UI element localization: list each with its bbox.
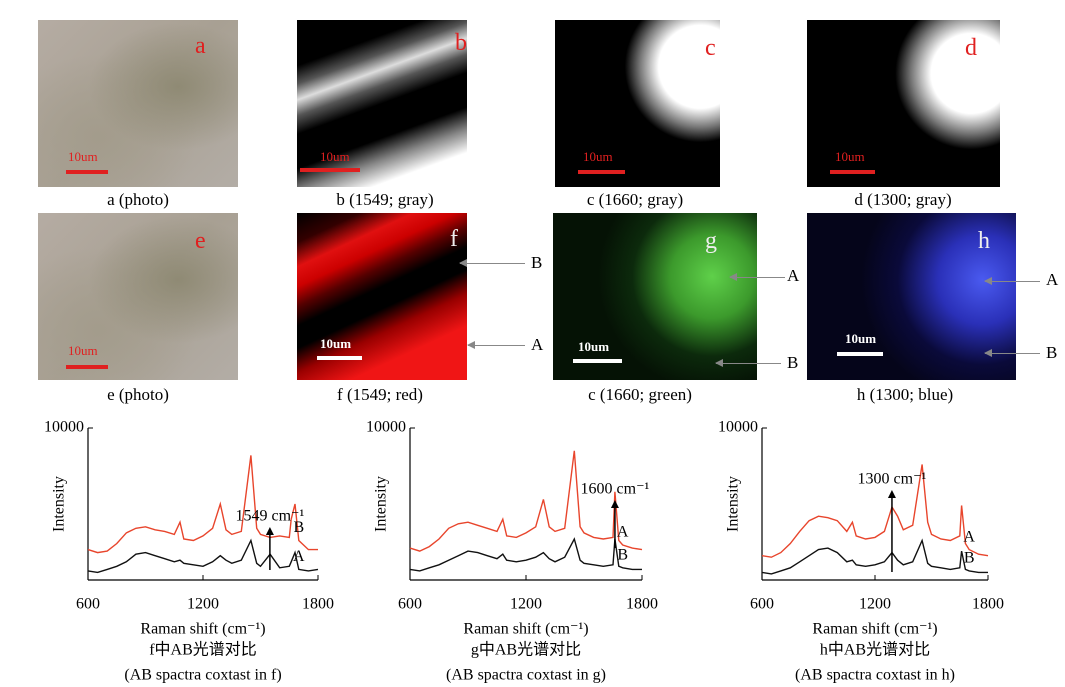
chart-caption: g中AB光谱对比 bbox=[471, 641, 581, 659]
spectra-charts: 10000 600 1200 1800 Intensity Raman shift (cm… bbox=[0, 0, 1065, 687]
x-tick-label: 1200 bbox=[510, 596, 542, 613]
x-axis-label: Raman shift (cm⁻¹) bbox=[463, 621, 588, 638]
annotation: 1600 cm⁻¹ bbox=[581, 481, 650, 498]
chart-caption: (AB spactra coxtast in h) bbox=[795, 667, 955, 684]
x-tick-label: 1800 bbox=[302, 596, 334, 613]
y-tick-label: 10000 bbox=[44, 419, 84, 436]
x-axis-label: Raman shift (cm⁻¹) bbox=[812, 621, 937, 638]
x-tick-label: 600 bbox=[398, 596, 422, 613]
x-tick-label: 1200 bbox=[187, 596, 219, 613]
series-label: B bbox=[964, 550, 975, 567]
series-label: B bbox=[617, 547, 628, 564]
chart-caption: h中AB光谱对比 bbox=[820, 641, 930, 659]
x-tick-label: 1200 bbox=[859, 596, 891, 613]
annotation-arrowhead bbox=[266, 527, 274, 535]
annotation: 1549 cm⁻¹ bbox=[235, 508, 304, 525]
y-axis-label: Intensity bbox=[725, 476, 742, 532]
series-label: A bbox=[293, 548, 305, 565]
annotation-arrowhead bbox=[888, 490, 896, 498]
chart-caption: (AB spactra coxtast in f) bbox=[124, 667, 281, 684]
y-axis-label: Intensity bbox=[373, 476, 390, 532]
x-tick-label: 1800 bbox=[972, 596, 1004, 613]
spectrum-line bbox=[88, 455, 318, 552]
figure: a 10um a (photo) b 10um b (1549; gray) c… bbox=[0, 0, 1065, 687]
x-tick-label: 600 bbox=[750, 596, 774, 613]
y-tick-label: 10000 bbox=[366, 419, 406, 436]
series-label: A bbox=[617, 524, 629, 541]
chart-caption: f中AB光谱对比 bbox=[149, 641, 257, 659]
spectrum-line bbox=[762, 541, 988, 574]
x-axis-label: Raman shift (cm⁻¹) bbox=[140, 621, 265, 638]
x-tick-label: 1800 bbox=[626, 596, 658, 613]
y-tick-label: 10000 bbox=[718, 419, 758, 436]
spectrum-line bbox=[410, 451, 642, 551]
annotation: 1300 cm⁻¹ bbox=[858, 471, 927, 488]
x-tick-label: 600 bbox=[76, 596, 100, 613]
spectrum-line bbox=[410, 539, 642, 571]
chart-caption: (AB spactra coxtast in g) bbox=[446, 667, 606, 684]
spectrum-line bbox=[88, 541, 318, 573]
annotation-arrowhead bbox=[611, 500, 619, 508]
y-axis-label: Intensity bbox=[51, 476, 68, 532]
series-label: A bbox=[963, 528, 975, 545]
